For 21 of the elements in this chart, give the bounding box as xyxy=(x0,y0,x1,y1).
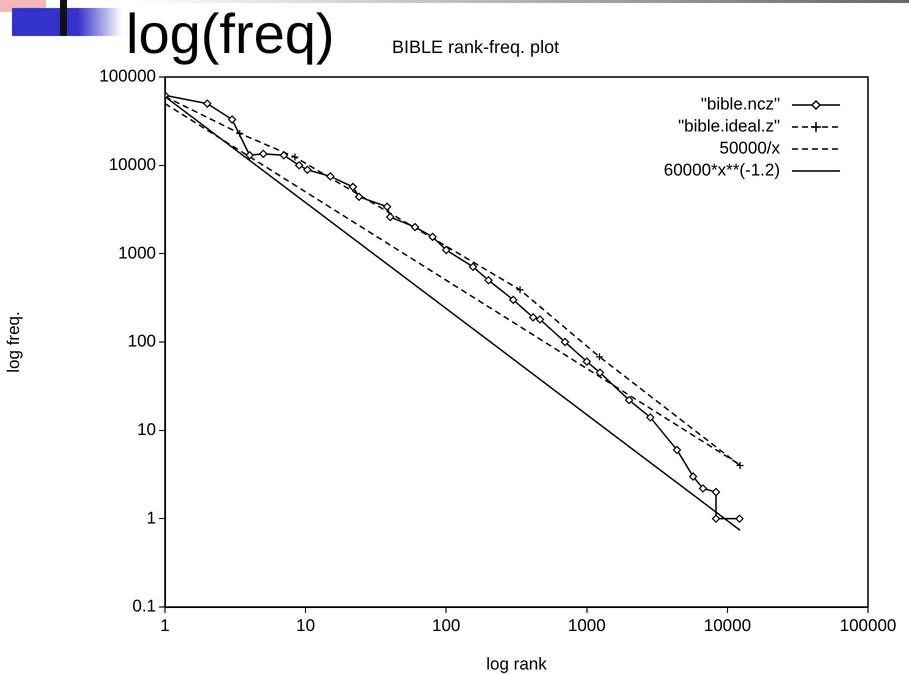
x-tick-label: 1 xyxy=(160,616,170,635)
chart-subtitle: BIBLE rank-freq. plot xyxy=(392,36,560,58)
y-tick-label: 100 xyxy=(128,332,156,351)
x-tick-label: 10000 xyxy=(704,616,752,635)
legend-label: "bible.ideal.z" xyxy=(678,116,780,136)
chart-title: log(freq) xyxy=(126,2,335,66)
x-tick-label: 100 xyxy=(432,616,460,635)
y-tick-label: 0.1 xyxy=(132,596,156,616)
legend-label: 50000/x xyxy=(720,138,780,158)
x-tick-label: 10 xyxy=(296,616,316,635)
x-tick-label: 100000 xyxy=(840,616,896,635)
y-tick-label: 10 xyxy=(137,420,156,440)
y-tick-label: 100000 xyxy=(99,66,156,86)
x-axis-title: log rank xyxy=(486,654,548,674)
legend-label: 60000*x**(-1.2) xyxy=(664,160,780,180)
y-tick-label: 10000 xyxy=(108,155,156,174)
legend-label: "bible.ncz" xyxy=(700,94,780,114)
y-axis-title: log freq. xyxy=(4,311,23,373)
y-tick-label: 1 xyxy=(146,508,156,528)
y-tick-label: 1000 xyxy=(118,243,156,262)
x-tick-label: 1000 xyxy=(568,616,606,635)
